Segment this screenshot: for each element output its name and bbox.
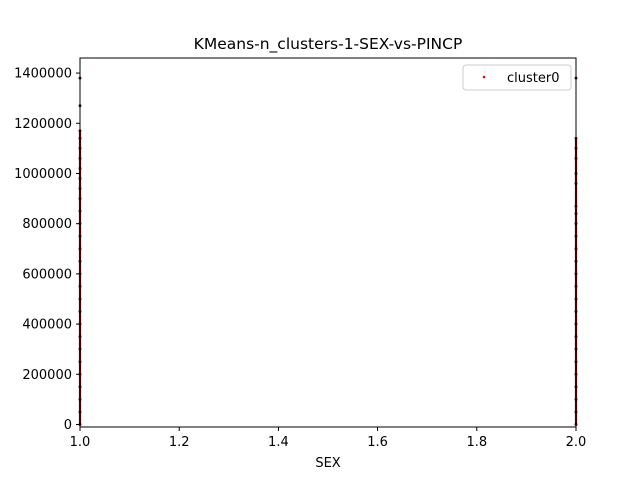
legend-marker (482, 75, 486, 79)
y-tick-label: 800000 (22, 217, 72, 232)
y-tick-label: 1200000 (14, 117, 72, 132)
legend: cluster0 (462, 64, 572, 91)
y-axis: 0 200000 400000 600000 800000 1000000 1200000 1… (14, 67, 80, 433)
x-tick-label: 1.4 (268, 435, 289, 450)
x-axis-label: SEX (315, 456, 340, 471)
y-tick-label: 400000 (22, 318, 72, 333)
y-tick-label: 1400000 (14, 67, 72, 82)
legend-label: cluster0 (507, 71, 559, 86)
x-tick-label: 1.0 (70, 435, 91, 450)
x-tick-label: 1.8 (466, 435, 487, 450)
y-tick-label: 1000000 (14, 167, 72, 182)
y-tick-label: 200000 (22, 368, 72, 383)
x-tick-label: 1.2 (169, 435, 190, 450)
x-tick-label: 1.6 (367, 435, 388, 450)
y-axis-label: PINCP (0, 223, 15, 261)
y-axis-label-clip: PINCP (0, 223, 15, 261)
legend-box (462, 64, 572, 91)
chart-title: KMeans-n_clusters-1-SEX-vs-PINCP (194, 35, 463, 54)
y-tick-label: 0 (64, 418, 72, 433)
plot-area-background (80, 58, 576, 427)
x-axis: 1.0 1.2 1.4 1.6 1.8 2.0 (70, 427, 587, 450)
y-tick-label: 600000 (22, 267, 72, 282)
plot-frame (79, 57, 577, 428)
x-tick-label: 2.0 (566, 435, 587, 450)
